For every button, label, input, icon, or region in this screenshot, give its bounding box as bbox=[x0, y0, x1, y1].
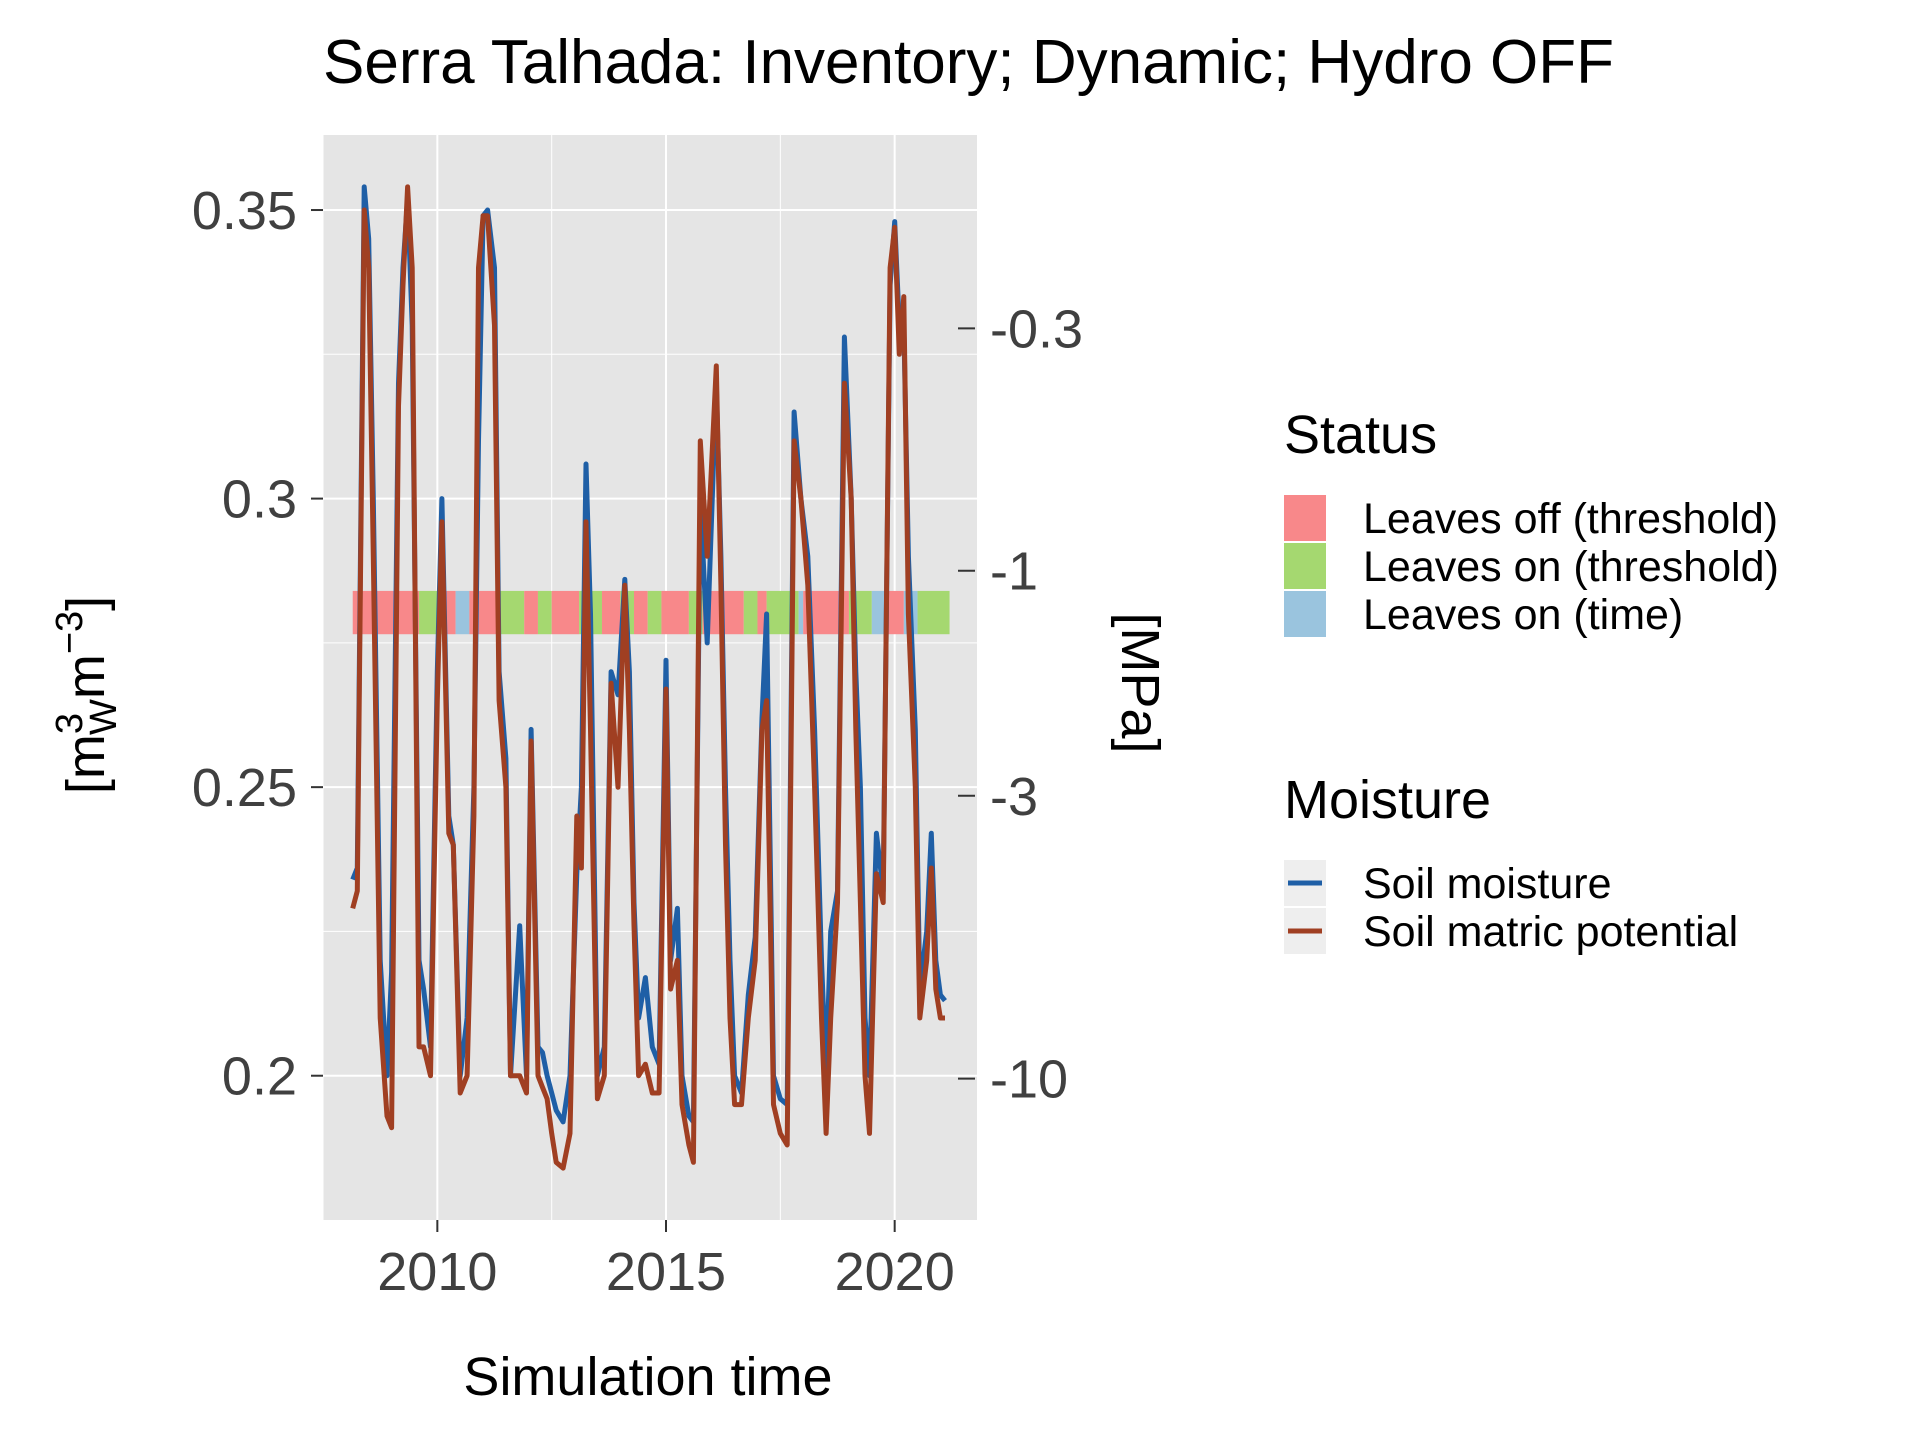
y-left-title-bracket-close: ] bbox=[56, 596, 116, 611]
x-axis-title: Simulation time bbox=[463, 1347, 832, 1407]
status-band-segment bbox=[647, 590, 662, 635]
status-band-segment bbox=[798, 590, 804, 635]
status-band-segment bbox=[601, 590, 621, 635]
status-band-segment bbox=[885, 590, 904, 635]
y-left-title-m: m bbox=[56, 654, 116, 699]
panel-background bbox=[323, 135, 977, 1220]
y-left-tick-label: 0.35 bbox=[192, 181, 297, 241]
y-right-tick-label: -3 bbox=[990, 767, 1038, 827]
status-band-segment bbox=[757, 590, 767, 635]
status-band-segment bbox=[743, 590, 758, 635]
legend-moisture-title: Moisture bbox=[1284, 770, 1491, 830]
status-band-segment bbox=[551, 590, 580, 635]
status-band-segment bbox=[537, 590, 552, 635]
status-band-segment bbox=[661, 590, 689, 635]
status-band-segment bbox=[524, 590, 538, 635]
legend-status-label: Leaves on (threshold) bbox=[1363, 543, 1779, 591]
y-left-title-sup-1: 3 bbox=[49, 713, 91, 734]
status-band-segment bbox=[352, 590, 420, 635]
legend-status-title: Status bbox=[1284, 405, 1437, 465]
y-left-title-sub: W bbox=[83, 699, 125, 735]
status-band-segment bbox=[917, 590, 950, 635]
legend-status-swatch bbox=[1284, 591, 1326, 637]
y-left-tick-label: 0.3 bbox=[222, 470, 297, 530]
legend-status-swatch bbox=[1284, 495, 1326, 541]
y-axis-left-title: [m3Wm−3] bbox=[49, 596, 125, 794]
status-band-segment bbox=[455, 590, 470, 635]
y-left-tick-label: 0.25 bbox=[192, 758, 297, 818]
status-band-segment bbox=[496, 590, 525, 635]
y-right-tick-label: -1 bbox=[990, 542, 1038, 602]
y-right-tick-label: -0.3 bbox=[990, 299, 1083, 359]
x-tick-label: 2010 bbox=[377, 1242, 497, 1302]
status-band-segment bbox=[871, 590, 886, 635]
plot-panel: 2010 2015 2020 0.2 0.25 0.3 0.35 -10 -3 -1 -0.3 bbox=[192, 135, 1083, 1302]
legend: Status Moisture Leaves off (threshold)Le… bbox=[1284, 405, 1779, 956]
soil-matric-potential-line bbox=[350, 184, 945, 1171]
y-right-tick-label: -10 bbox=[990, 1050, 1068, 1110]
y-left-tick-label: 0.2 bbox=[222, 1047, 297, 1107]
status-band-segment bbox=[633, 590, 648, 635]
legend-status-swatch bbox=[1284, 543, 1326, 589]
x-tick-label: 2020 bbox=[835, 1242, 955, 1302]
x-tick-label: 2015 bbox=[606, 1242, 726, 1302]
legend-moisture-label: Soil moisture bbox=[1363, 860, 1612, 908]
legend-status-label: Leaves on (time) bbox=[1363, 591, 1683, 639]
legend-status-label: Leaves off (threshold) bbox=[1363, 495, 1778, 543]
y-left-title-sup-2: −3 bbox=[49, 611, 91, 654]
chart-title: Serra Talhada: Inventory; Dynamic; Hydro… bbox=[323, 28, 1614, 97]
legend-moisture-label: Soil matric potential bbox=[1363, 908, 1738, 956]
y-left-title-bracket-open: [m bbox=[56, 734, 116, 794]
y-axis-right-title: [MPa] bbox=[1110, 612, 1170, 753]
